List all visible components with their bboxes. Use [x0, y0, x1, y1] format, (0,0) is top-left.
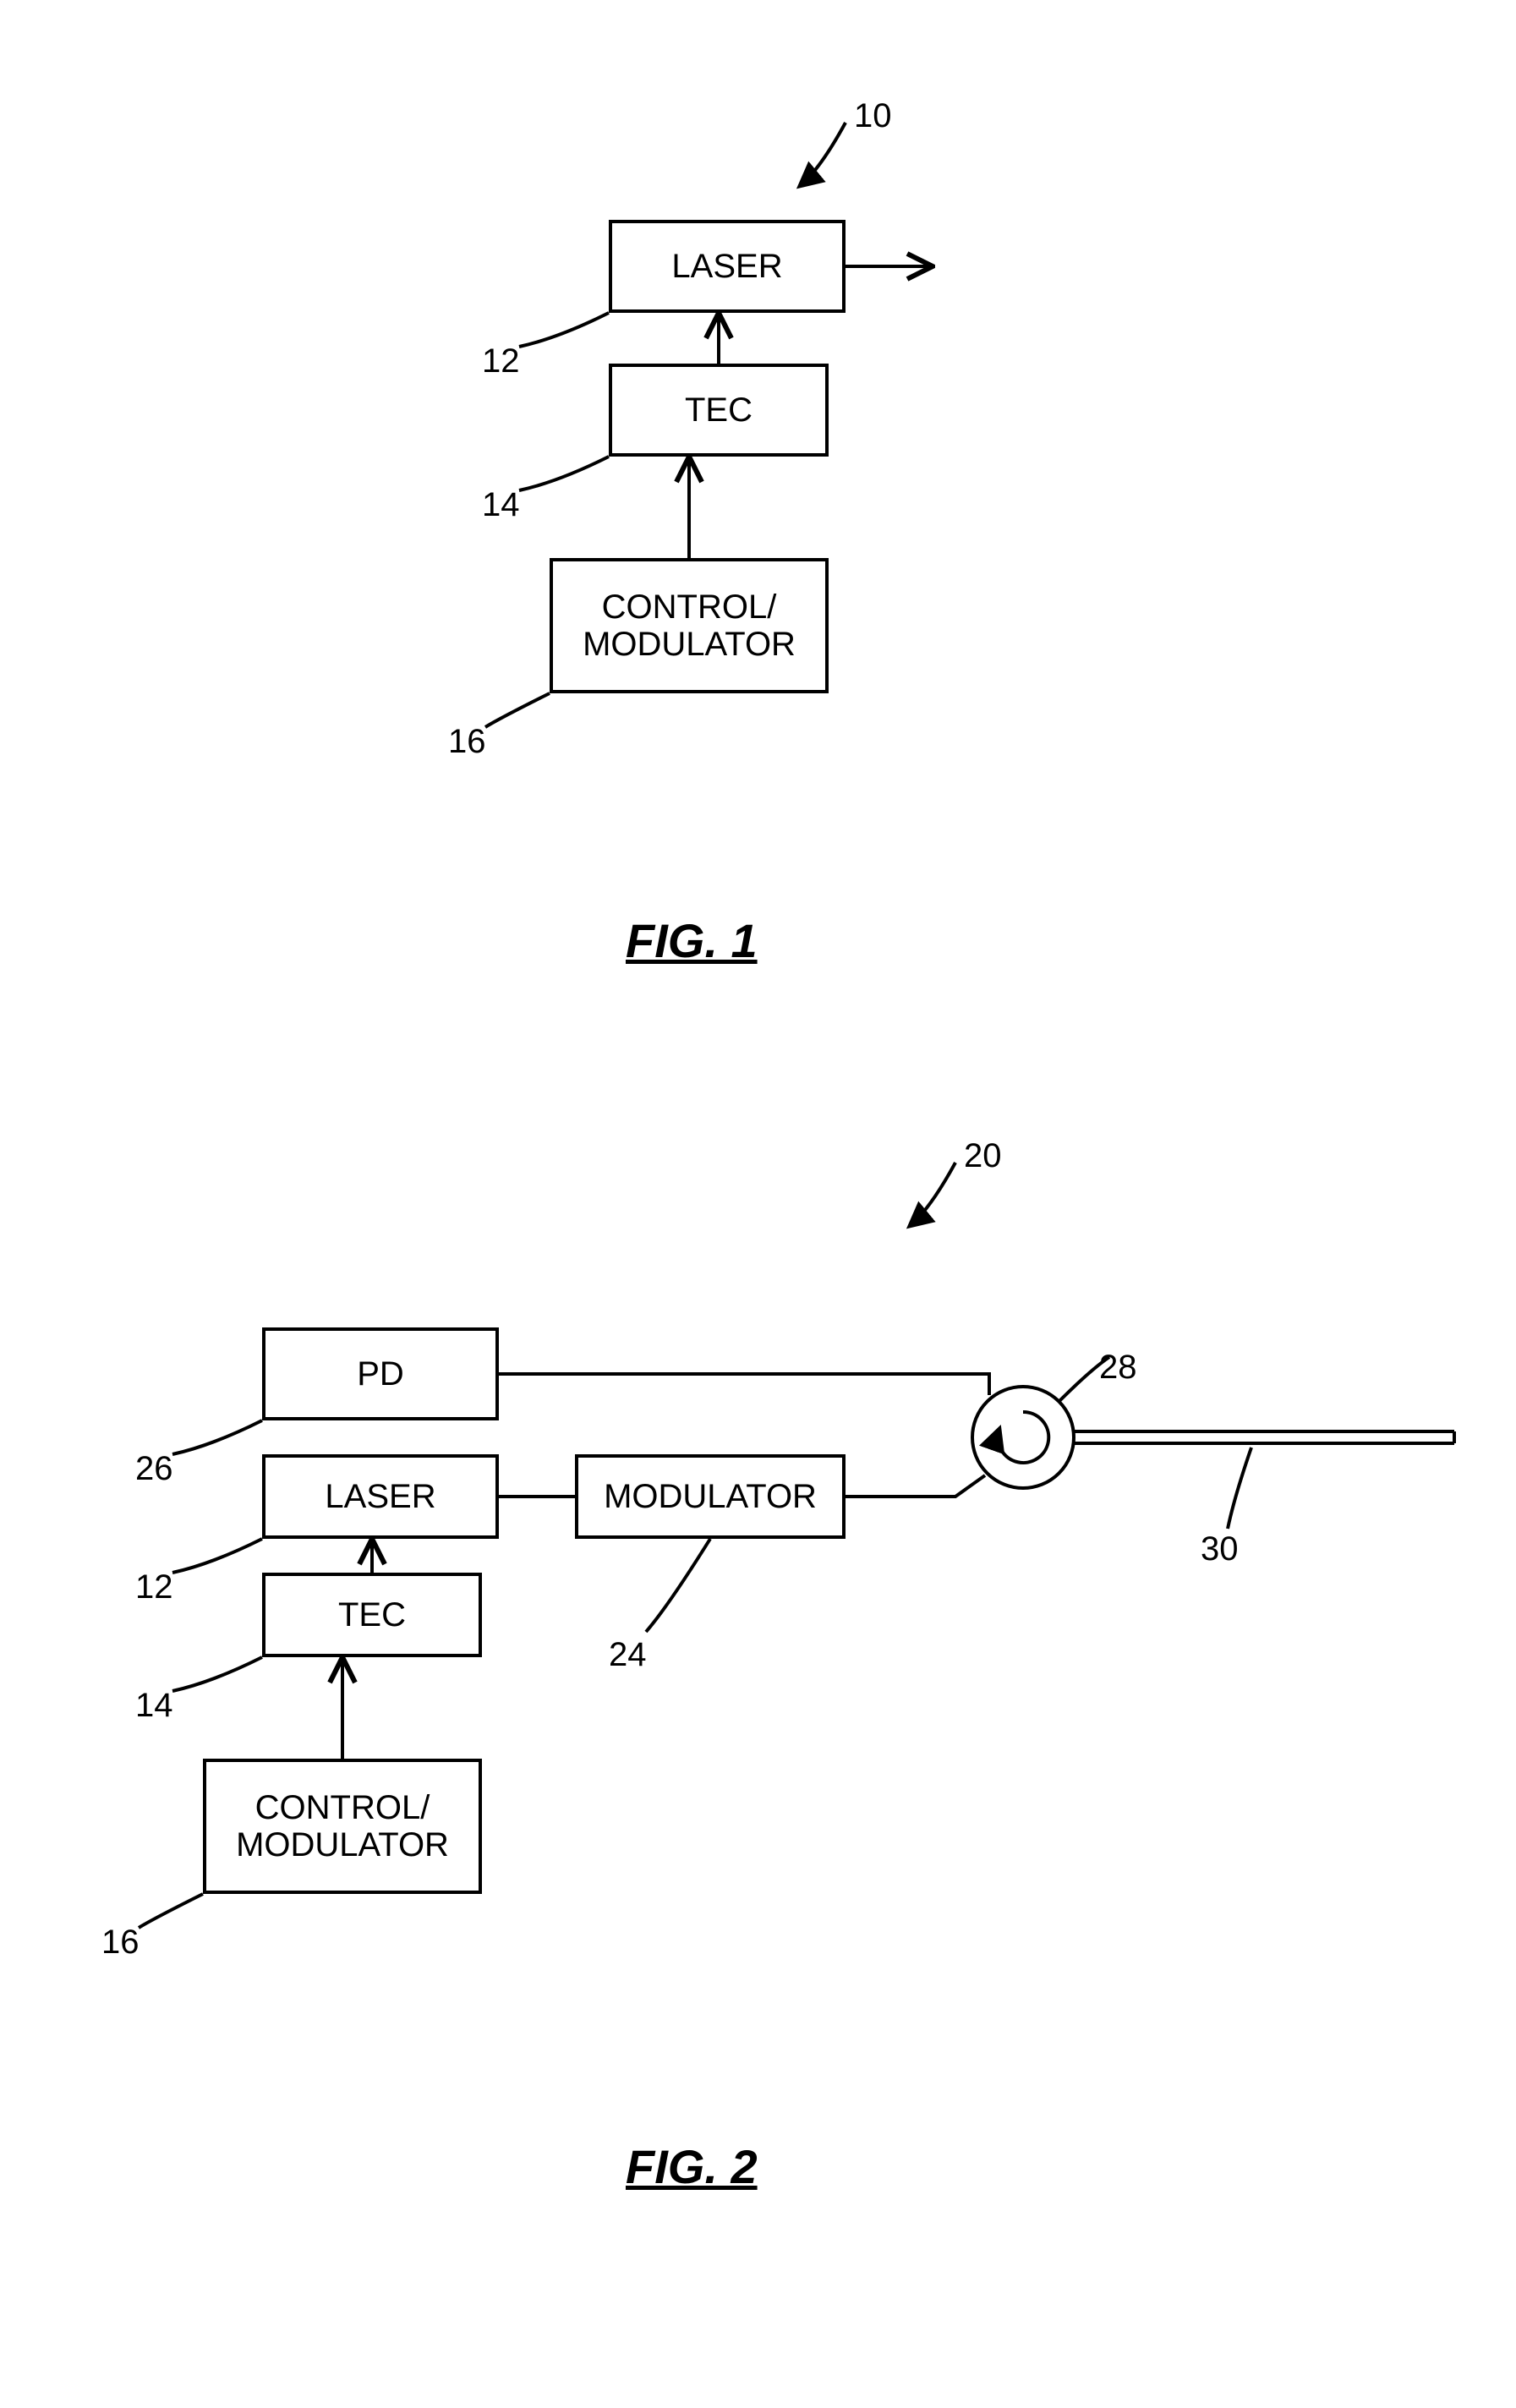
fig1-lead-12 — [519, 313, 609, 347]
fig1-num-14: 14 — [482, 486, 520, 524]
fig2-pd-box: PD — [262, 1327, 499, 1420]
fig2-mod-label: MODULATOR — [604, 1478, 817, 1515]
fig1-ctrl-label: CONTROL/ MODULATOR — [583, 588, 796, 663]
fig2-laser-label: LASER — [325, 1478, 435, 1515]
fig2-mod-circ-line — [846, 1475, 985, 1497]
fig2-num-14: 14 — [135, 1687, 173, 1725]
fig2-num-16: 16 — [101, 1924, 140, 1962]
fig1-ref-arrow — [800, 123, 846, 186]
fig1-lead-14 — [519, 457, 609, 490]
fig1-num-16: 16 — [448, 723, 486, 761]
fig1-tec-box: TEC — [609, 364, 829, 457]
fig2-pd-label: PD — [357, 1355, 404, 1393]
fig2-num-26: 26 — [135, 1450, 173, 1488]
fig2-tec-box: TEC — [262, 1573, 482, 1657]
fig2-num-12: 12 — [135, 1568, 173, 1606]
fig1-num-12: 12 — [482, 342, 520, 380]
fig1-ctrl-box: CONTROL/ MODULATOR — [550, 558, 829, 693]
fig2-ref-arrow — [910, 1163, 955, 1226]
fig1-caption: FIG. 1 — [626, 913, 758, 968]
fig2-ctrl-label: CONTROL/ MODULATOR — [236, 1789, 449, 1863]
fig2-num-28: 28 — [1099, 1349, 1137, 1387]
diagram-svg — [0, 0, 1516, 2408]
fig2-caption: FIG. 2 — [626, 2139, 758, 2194]
fig1-ref-10: 10 — [854, 97, 892, 135]
fig1-laser-box: LASER — [609, 220, 846, 313]
fig2-num-30: 30 — [1201, 1530, 1239, 1568]
fig2-lead-30 — [1228, 1448, 1251, 1529]
fig2-num-24: 24 — [609, 1636, 647, 1674]
fig2-lead-26 — [172, 1420, 262, 1454]
fig2-mod-box: MODULATOR — [575, 1454, 846, 1539]
fig2-tec-label: TEC — [338, 1596, 406, 1634]
fig2-circulator-inner-arrow — [998, 1412, 1048, 1463]
fig1-laser-label: LASER — [671, 248, 782, 285]
fig1-tec-label: TEC — [685, 391, 753, 429]
fig2-ctrl-box: CONTROL/ MODULATOR — [203, 1759, 482, 1894]
fig2-lead-24 — [646, 1539, 710, 1632]
fig2-lead-16 — [139, 1894, 203, 1928]
fig2-ref-20: 20 — [964, 1137, 1002, 1175]
fig2-circulator-circle — [972, 1387, 1074, 1488]
fig1-lead-16 — [485, 693, 550, 727]
fig2-pd-circ-line — [499, 1374, 989, 1395]
fig2-laser-box: LASER — [262, 1454, 499, 1539]
fig2-lead-12 — [172, 1539, 262, 1573]
fig2-lead-14 — [172, 1657, 262, 1691]
